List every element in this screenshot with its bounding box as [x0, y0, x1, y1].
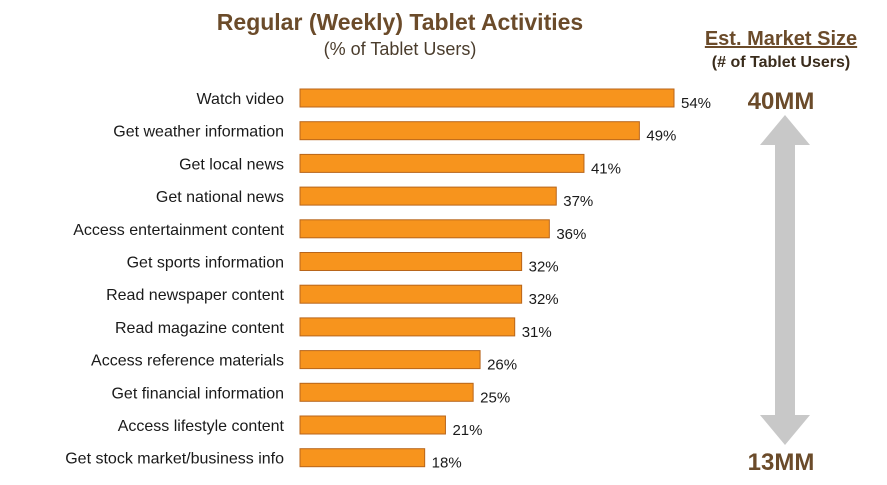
market-size-top-value: 40MM [747, 88, 815, 115]
value-label: 25% [480, 389, 510, 406]
value-label: 54% [681, 95, 711, 112]
bars-group: Watch video 54% Get weather information 49%… [65, 88, 711, 472]
value-label: 32% [529, 291, 559, 308]
chart-title: Regular (Weekly) Tablet Activities [216, 9, 584, 35]
chart-subtitle: (% of Tablet Users) [323, 39, 477, 59]
bar [299, 153, 585, 173]
category-label: Get national news [156, 189, 284, 206]
category-label: Access reference materials [91, 353, 284, 370]
bar [299, 284, 523, 304]
category-label: Get sports information [127, 255, 284, 272]
category-label: Get local news [179, 156, 284, 173]
value-label: 18% [432, 455, 462, 472]
bar [299, 88, 675, 108]
category-label: Get financial information [111, 385, 284, 402]
value-label: 41% [591, 160, 621, 177]
market-size-title: Est. Market Size [704, 28, 858, 50]
double-arrow-shape [760, 115, 810, 445]
bar [299, 415, 446, 435]
category-label: Read newspaper content [106, 287, 284, 304]
bar [299, 252, 523, 271]
category-label: Access entertainment content [73, 222, 284, 239]
bar [299, 350, 481, 370]
value-label: 21% [452, 422, 482, 439]
category-label: Read magazine content [115, 320, 285, 337]
bar [299, 448, 426, 468]
bar [299, 219, 550, 239]
value-label: 32% [529, 259, 559, 276]
value-label: 26% [487, 357, 517, 374]
market-size-bottom-value: 13MM [747, 449, 815, 476]
double-arrow-icon [760, 115, 810, 445]
category-label: Access lifestyle content [118, 418, 285, 435]
value-label: 31% [522, 324, 552, 341]
category-label: Get stock market/business info [65, 451, 284, 468]
bar [299, 121, 640, 141]
category-label: Get weather information [113, 124, 284, 141]
value-label: 49% [646, 128, 676, 145]
bar [299, 186, 557, 206]
bar [299, 382, 474, 402]
market-size-subtitle: (# of Tablet Users) [711, 54, 851, 71]
value-label: 37% [563, 193, 593, 210]
category-label: Watch video [197, 91, 285, 108]
value-label: 36% [556, 226, 586, 243]
bar [299, 317, 516, 337]
